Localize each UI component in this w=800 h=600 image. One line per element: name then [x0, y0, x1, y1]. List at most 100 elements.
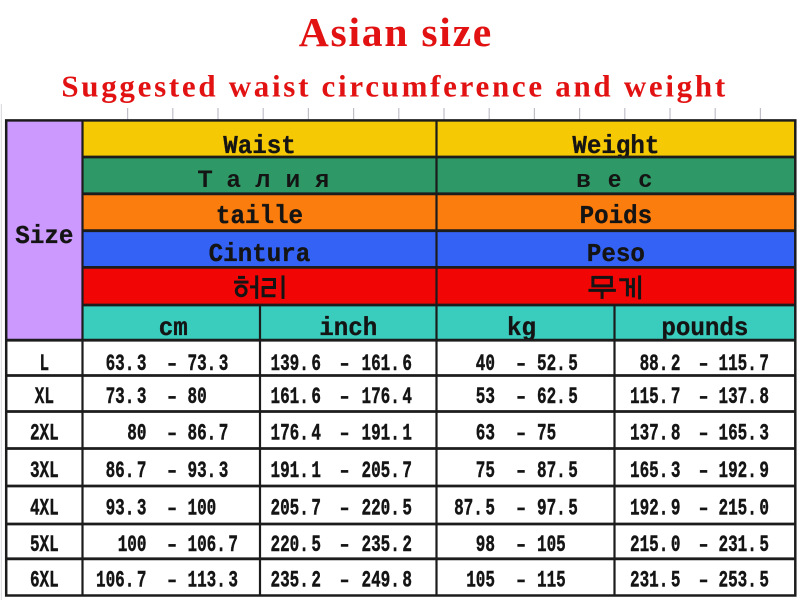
svg-text:53: 53	[476, 383, 495, 410]
svg-text:86.7: 86. 7	[106, 457, 147, 484]
svg-text:231.5: 231. 5	[719, 531, 769, 558]
svg-text:253.5: 253. 5	[719, 567, 769, 594]
svg-text:вес: вес	[576, 166, 669, 193]
svg-text:40: 40	[476, 350, 495, 377]
svg-text:–: –	[167, 567, 177, 594]
svg-text:176.4: 176. 4	[271, 420, 322, 447]
svg-text:93.3: 93. 3	[188, 457, 229, 484]
svg-text:80: 80	[188, 383, 207, 410]
svg-text:Cintura: Cintura	[209, 239, 311, 269]
svg-text:–: –	[340, 531, 350, 558]
svg-text:–: –	[516, 350, 526, 377]
svg-text:115.7: 115. 7	[630, 383, 680, 410]
svg-text:–: –	[699, 531, 709, 558]
svg-text:192.9: 192. 9	[719, 457, 769, 484]
svg-text:–: –	[167, 495, 177, 522]
svg-text:235.2: 235. 2	[271, 567, 321, 594]
svg-text:XL: XL	[35, 383, 54, 410]
svg-text:98: 98	[476, 531, 495, 558]
svg-text:taille: taille	[216, 201, 303, 231]
svg-text:80: 80	[127, 420, 146, 447]
svg-text:191.1: 191. 1	[362, 420, 413, 447]
svg-text:249.8: 249. 8	[362, 567, 412, 594]
svg-text:–: –	[699, 350, 709, 377]
svg-text:–: –	[699, 567, 709, 594]
svg-text:–: –	[167, 350, 177, 377]
svg-text:106.7: 106. 7	[188, 531, 238, 558]
svg-text:L: L	[40, 350, 50, 377]
svg-text:–: –	[516, 495, 526, 522]
svg-text:–: –	[167, 531, 177, 558]
svg-text:100: 100	[188, 495, 217, 522]
svg-text:–: –	[516, 457, 526, 484]
svg-text:–: –	[340, 567, 350, 594]
svg-text:63.3: 63. 3	[106, 350, 147, 377]
svg-text:3XL: 3XL	[30, 457, 59, 484]
svg-text:–: –	[340, 420, 350, 447]
svg-text:–: –	[167, 457, 177, 484]
svg-text:215.0: 215. 0	[630, 531, 680, 558]
svg-text:73.3: 73. 3	[188, 350, 229, 377]
svg-text:Poids: Poids	[580, 201, 653, 231]
svg-text:87.5: 87. 5	[454, 495, 495, 522]
svg-text:75: 75	[537, 420, 556, 447]
svg-text:105: 105	[537, 531, 566, 558]
svg-text:220.5: 220. 5	[362, 495, 412, 522]
svg-text:137.8: 137. 8	[719, 383, 769, 410]
svg-text:Талия: Талия	[198, 166, 344, 193]
svg-text:139.6: 139. 6	[271, 350, 321, 377]
svg-text:88.2: 88. 2	[640, 350, 681, 377]
svg-text:5XL: 5XL	[30, 531, 59, 558]
svg-text:161.6: 161. 6	[362, 350, 412, 377]
svg-text:–: –	[340, 383, 350, 410]
svg-text:inch: inch	[319, 313, 377, 343]
svg-text:235.2: 235. 2	[362, 531, 412, 558]
svg-text:kg: kg	[507, 313, 536, 343]
svg-text:62.5: 62. 5	[537, 383, 578, 410]
svg-text:cm: cm	[159, 313, 188, 343]
svg-text:75: 75	[476, 457, 495, 484]
svg-text:Peso: Peso	[587, 239, 645, 269]
svg-text:100: 100	[118, 531, 147, 558]
svg-text:176.4: 176. 4	[362, 383, 413, 410]
svg-text:220.5: 220. 5	[271, 531, 321, 558]
svg-text:–: –	[167, 420, 177, 447]
svg-text:161.6: 161. 6	[271, 383, 321, 410]
svg-text:pounds: pounds	[661, 313, 748, 343]
svg-text:192.9: 192. 9	[630, 495, 680, 522]
svg-text:115.7: 115. 7	[719, 350, 769, 377]
svg-text:–: –	[516, 567, 526, 594]
svg-text:115: 115	[537, 567, 566, 594]
svg-text:–: –	[699, 457, 709, 484]
svg-text:2XL: 2XL	[30, 420, 59, 447]
svg-text:–: –	[699, 420, 709, 447]
svg-text:4XL: 4XL	[30, 495, 59, 522]
svg-text:191.1: 191. 1	[271, 457, 322, 484]
svg-text:–: –	[699, 383, 709, 410]
svg-text:205.7: 205. 7	[362, 457, 412, 484]
svg-text:215.0: 215. 0	[719, 495, 769, 522]
svg-text:97.5: 97. 5	[537, 495, 578, 522]
svg-text:105: 105	[466, 567, 495, 594]
svg-text:86.7: 86. 7	[188, 420, 229, 447]
svg-text:6XL: 6XL	[30, 567, 59, 594]
svg-text:137.8: 137. 8	[630, 420, 680, 447]
svg-text:–: –	[516, 383, 526, 410]
svg-text:165.3: 165. 3	[719, 420, 769, 447]
svg-text:–: –	[167, 383, 177, 410]
svg-text:–: –	[340, 495, 350, 522]
svg-text:93.3: 93. 3	[106, 495, 147, 522]
svg-text:–: –	[340, 350, 350, 377]
svg-text:–: –	[699, 495, 709, 522]
svg-text:165.3: 165. 3	[630, 457, 680, 484]
svg-text:Asian size: Asian size	[299, 9, 493, 55]
svg-text:73.3: 73. 3	[106, 383, 147, 410]
svg-text:231.5: 231. 5	[630, 567, 680, 594]
svg-text:–: –	[516, 420, 526, 447]
svg-text:106.7: 106. 7	[96, 567, 146, 594]
svg-text:52.5: 52. 5	[537, 350, 578, 377]
svg-text:Size: Size	[15, 221, 73, 251]
svg-text:87.5: 87. 5	[537, 457, 578, 484]
svg-text:113.3: 113. 3	[188, 567, 238, 594]
svg-text:63: 63	[476, 420, 495, 447]
